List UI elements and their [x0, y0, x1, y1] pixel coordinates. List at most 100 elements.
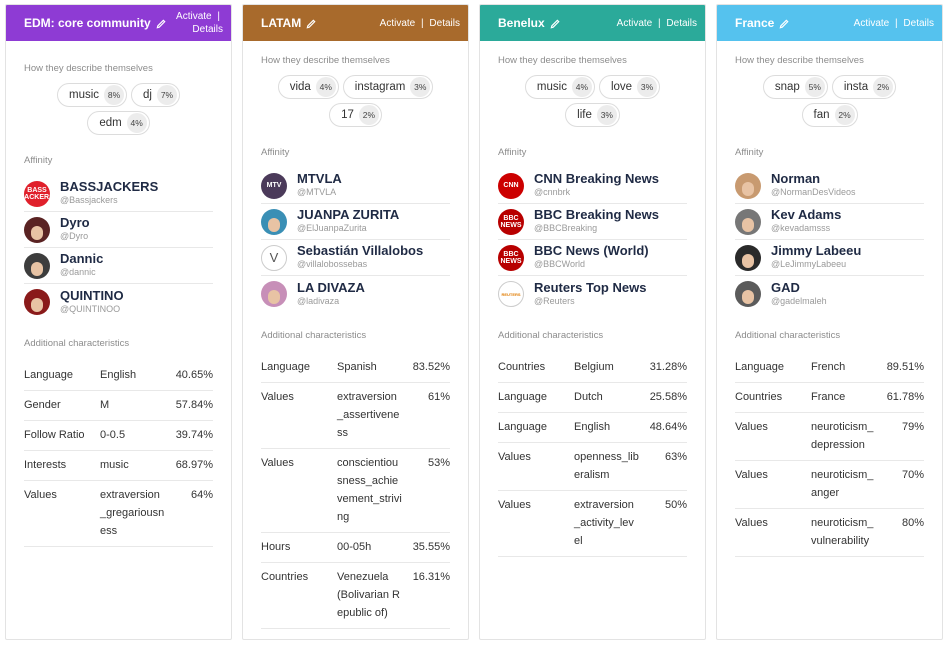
affinity-handle: @villalobossebas — [297, 259, 368, 269]
affinity-name[interactable]: QUINTINO — [60, 287, 124, 303]
characteristic-value: 00-05h — [337, 541, 372, 553]
activate-link[interactable]: Activate — [379, 17, 416, 29]
characteristic-value: French — [811, 361, 846, 373]
characteristic-row: Values neuroticism_vulnerability 80% — [735, 509, 924, 557]
affinity-name[interactable]: Dyro — [60, 215, 90, 230]
keyword-tag[interactable]: 17 2% — [329, 103, 382, 127]
affinity-name[interactable]: BBC Breaking News — [534, 207, 659, 222]
card-title-text: EDM: core community — [24, 16, 151, 30]
characteristic-percent: 57.84% — [175, 399, 213, 411]
divaza-avatar-icon — [261, 281, 287, 307]
reuters-logo-icon: REUTERS — [498, 281, 524, 307]
card-title[interactable]: France — [735, 16, 790, 30]
activate-link[interactable]: Activate — [853, 17, 890, 29]
quintino-avatar-icon — [24, 289, 50, 315]
affinity-row[interactable]: CNN CNN Breaking News @cnnbrk — [498, 168, 687, 204]
audience-card-latam: LATAM Activate | Details How they descri… — [242, 4, 469, 640]
characteristic-row: Countries France 61.78% — [735, 383, 924, 413]
characteristic-row: Interests music 68.97% — [24, 451, 213, 481]
affinity-handle: @QUINTINOO — [60, 303, 121, 314]
affinity-name[interactable]: Kev Adams — [771, 207, 842, 222]
pencil-icon[interactable] — [550, 18, 561, 29]
keyword-tag[interactable]: love 3% — [598, 75, 661, 99]
characteristic-key: Hours — [261, 541, 291, 553]
affinity-name[interactable]: Reuters Top News — [534, 279, 647, 295]
affinity-handle: @NormanDesVideos — [771, 187, 856, 197]
activate-link[interactable]: Activate — [616, 17, 653, 29]
keyword-tag-percent: 5% — [804, 77, 825, 97]
details-link[interactable]: Details — [192, 24, 223, 35]
face-shape — [31, 261, 43, 276]
characteristic-percent: 53% — [427, 457, 450, 469]
details-link[interactable]: Details — [903, 17, 934, 29]
affinity-row[interactable]: Jimmy Labeeu @LeJimmyLabeeu — [735, 240, 924, 276]
audience-card-edm: EDM: core community Activate | Details H… — [5, 4, 232, 640]
details-link[interactable]: Details — [429, 17, 460, 29]
affinity-row[interactable]: BBC NEWS BBC Breaking News @BBCBreaking — [498, 204, 687, 240]
keyword-tag[interactable]: music 8% — [57, 83, 128, 107]
characteristic-row: Values extraversion_assertiveness 61% — [261, 383, 450, 449]
affinity-row[interactable]: Norman @NormanDesVideos — [735, 168, 924, 204]
affinity-text: BASSJACKERS @Bassjackers — [60, 180, 158, 207]
face-shape — [268, 290, 280, 304]
pencil-icon[interactable] — [779, 18, 790, 29]
kev-adams-avatar-icon — [735, 208, 761, 235]
affinity-text: BBC Breaking News @BBCBreaking — [534, 208, 659, 235]
card-title[interactable]: LATAM — [261, 16, 317, 30]
details-link[interactable]: Details — [666, 17, 697, 29]
affinity-name[interactable]: CNN Breaking News — [534, 171, 659, 186]
affinity-text: Kev Adams @kevadamsss — [771, 208, 841, 235]
characteristic-value: Dutch — [574, 391, 603, 403]
card-title[interactable]: Benelux — [498, 16, 561, 30]
affinity-name[interactable]: BBC News (World) — [534, 243, 649, 258]
affinity-row[interactable]: JUANPA ZURITA @ElJuanpaZurita — [261, 204, 450, 240]
affinity-row[interactable]: QUINTINO @QUINTINOO — [24, 284, 213, 320]
affinity-row[interactable]: BASS JACKERS BASSJACKERS@Bassjackers — [24, 176, 213, 212]
affinity-name[interactable]: Sebastián Villalobos — [297, 243, 424, 258]
affinity-row[interactable]: BBC NEWS BBC News (World) @BBCWorld — [498, 240, 687, 276]
affinity-name[interactable]: Norman — [771, 171, 821, 186]
affinity-row[interactable]: Dyro @Dyro — [24, 212, 213, 248]
keyword-tag[interactable]: music 4% — [524, 75, 595, 99]
affinity-name[interactable]: Dannic — [60, 251, 104, 266]
pencil-icon[interactable] — [306, 18, 317, 29]
keyword-tag-percent: 2% — [358, 105, 379, 125]
affinity-row[interactable]: LA DIVAZA @ladivaza — [261, 276, 450, 312]
pencil-icon[interactable] — [156, 18, 167, 29]
characteristic-percent: 64% — [190, 489, 213, 501]
characteristic-percent: 31.28% — [649, 361, 687, 373]
affinity-row[interactable]: V Sebastián Villalobos @villalobossebas — [261, 240, 450, 276]
keyword-tag[interactable]: snap 5% — [762, 75, 828, 99]
keyword-tag[interactable]: edm 4% — [87, 111, 150, 135]
keyword-tag[interactable]: vida 4% — [277, 75, 339, 99]
affinity-name[interactable]: GAD — [771, 279, 800, 295]
activate-link[interactable]: Activate — [176, 11, 212, 22]
keyword-tag[interactable]: instagram 3% — [342, 75, 434, 99]
affinity-row[interactable]: GAD @gadelmaleh — [735, 276, 924, 312]
keyword-tag[interactable]: dj 7% — [131, 83, 180, 107]
affinity-name[interactable]: BASSJACKERS — [60, 179, 159, 194]
characteristic-row: Values extraversion_gregariousness 64% — [24, 481, 213, 547]
keyword-tag-label: music — [69, 89, 100, 101]
keyword-tag[interactable]: insta 2% — [831, 75, 897, 99]
card-actions: Activate | Details — [173, 10, 223, 36]
keyword-tag-percent: 7% — [156, 85, 177, 105]
card-title[interactable]: EDM: core community — [24, 16, 167, 30]
affinity-name[interactable]: JUANPA ZURITA — [297, 207, 400, 222]
characteristic-percent: 39.74% — [175, 429, 213, 441]
affinity-row[interactable]: Dannic @dannic — [24, 248, 213, 284]
keyword-tag-percent: 4% — [571, 77, 592, 97]
keyword-tag[interactable]: fan 2% — [801, 103, 858, 127]
affinity-name[interactable]: LA DIVAZA — [297, 279, 365, 295]
affinity-row[interactable]: Kev Adams @kevadamsss — [735, 204, 924, 240]
affinity-row[interactable]: REUTERS Reuters Top News @Reuters — [498, 276, 687, 312]
card-actions: Activate | Details — [617, 17, 697, 30]
tag-cloud: music 4% love 3% life 3% — [498, 75, 687, 127]
keyword-tag-percent: 4% — [315, 77, 336, 97]
affinity-name[interactable]: Jimmy Labeeu — [771, 243, 862, 258]
affinity-row[interactable]: MTV MTVLA @MTVLA — [261, 168, 450, 204]
characteristic-percent: 61% — [427, 391, 450, 403]
characteristic-percent: 50% — [664, 499, 687, 511]
keyword-tag[interactable]: life 3% — [565, 103, 620, 127]
affinity-name[interactable]: MTVLA — [297, 171, 342, 186]
